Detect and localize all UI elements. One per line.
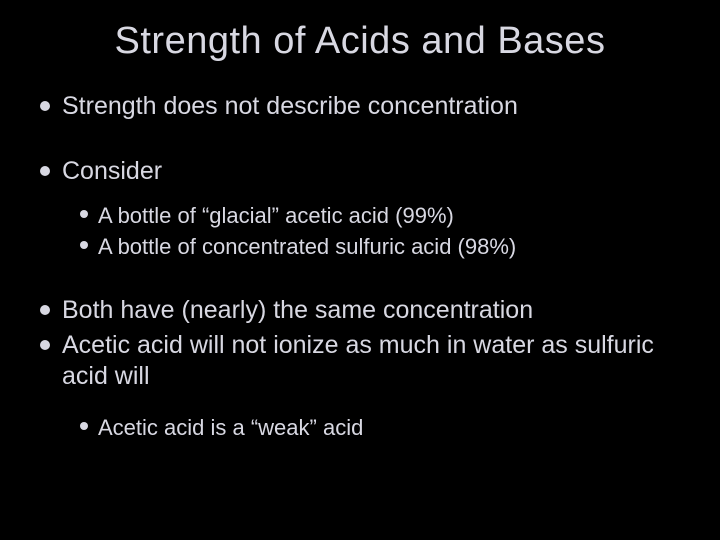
bullet-text: A bottle of “glacial” acetic acid (99%) — [98, 202, 454, 230]
bullet-item: Acetic acid will not ionize as much in w… — [40, 330, 680, 393]
spacing — [40, 265, 680, 295]
bullet-item: Acetic acid is a “weak” acid — [80, 414, 680, 442]
bullet-item: Consider — [40, 156, 680, 187]
spacing — [40, 126, 680, 156]
bullet-text: Acetic acid is a “weak” acid — [98, 414, 363, 442]
bullet-dot-icon — [40, 166, 50, 176]
bullet-dot-icon — [40, 101, 50, 111]
bullet-text: Consider — [62, 156, 162, 187]
bullet-text: Strength does not describe concentration — [62, 91, 518, 122]
spacing — [40, 396, 680, 414]
bullet-dot-icon — [40, 305, 50, 315]
bullet-dot-icon — [40, 340, 50, 350]
bullet-text: A bottle of concentrated sulfuric acid (… — [98, 233, 516, 261]
bullet-dot-icon — [80, 241, 88, 249]
bullet-item: Both have (nearly) the same concentratio… — [40, 295, 680, 326]
bullet-item: Strength does not describe concentration — [40, 91, 680, 122]
spacing — [40, 192, 680, 202]
bullet-dot-icon — [80, 210, 88, 218]
bullet-item: A bottle of concentrated sulfuric acid (… — [80, 233, 680, 261]
bullet-list: Strength does not describe concentration… — [40, 91, 680, 442]
bullet-text: Both have (nearly) the same concentratio… — [62, 295, 533, 326]
bullet-item: A bottle of “glacial” acetic acid (99%) — [80, 202, 680, 230]
bullet-text: Acetic acid will not ionize as much in w… — [62, 330, 680, 393]
slide-title: Strength of Acids and Bases — [40, 20, 680, 63]
slide-container: Strength of Acids and Bases Strength doe… — [0, 0, 720, 540]
bullet-dot-icon — [80, 422, 88, 430]
